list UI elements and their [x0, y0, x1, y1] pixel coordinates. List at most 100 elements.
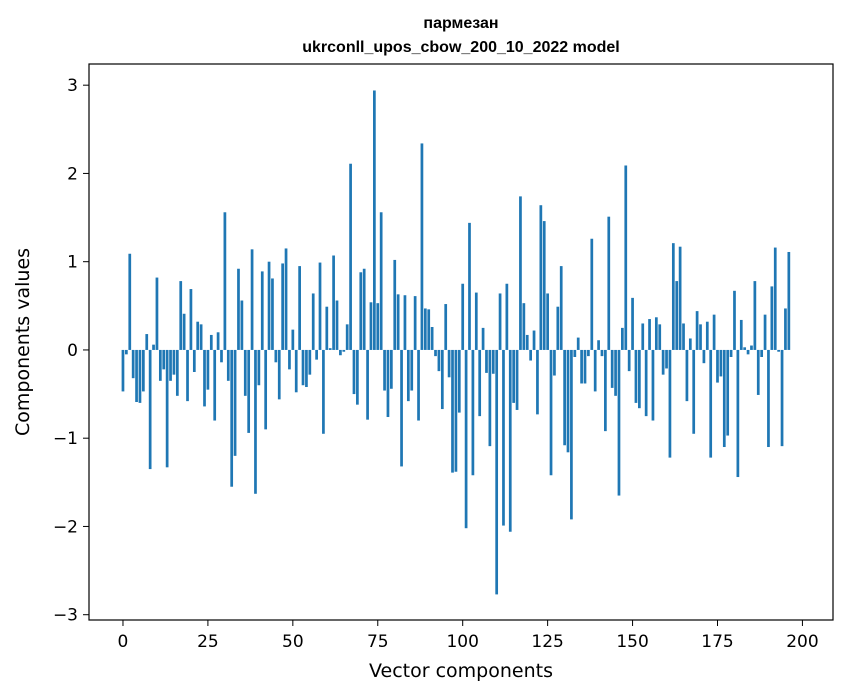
- bar-32: [230, 349, 234, 487]
- bar-103: [471, 349, 475, 476]
- x-axis-ticks: 0 25 50 75 100 125 150 175 200: [118, 620, 819, 652]
- bar-147: [621, 327, 624, 350]
- bar-55: [308, 349, 312, 375]
- bar-71: [362, 268, 366, 350]
- bar-128: [556, 306, 560, 350]
- bar-1: [125, 349, 128, 355]
- bar-135: [580, 349, 583, 384]
- bar-146: [617, 349, 621, 496]
- bar-36: [243, 349, 247, 396]
- bar-140: [597, 340, 600, 350]
- x-tick-label: 75: [367, 632, 389, 652]
- chart-subtitle: ukrconll_upos_cbow_200_10_2022 model: [302, 39, 619, 56]
- bar-52: [298, 266, 301, 350]
- bar-181: [736, 349, 740, 478]
- bar-22: [196, 321, 200, 350]
- bar-116: [515, 349, 519, 410]
- bar-185: [750, 345, 753, 350]
- bar-23: [199, 324, 203, 350]
- bar-47: [281, 263, 284, 350]
- bar-177: [722, 349, 726, 448]
- bar-125: [546, 293, 549, 350]
- bar-170: [699, 324, 702, 350]
- bar-163: [675, 281, 679, 350]
- bar-155: [648, 319, 651, 350]
- bar-122: [536, 349, 539, 415]
- bar-91: [430, 327, 434, 350]
- x-tick-label: 50: [282, 632, 304, 652]
- bar-166: [685, 349, 689, 402]
- bar-86: [413, 296, 417, 350]
- bar-182: [739, 319, 743, 350]
- y-tick-label: 1: [67, 253, 78, 273]
- bar-118: [522, 303, 526, 350]
- bar-80: [393, 259, 397, 350]
- bar-76: [379, 212, 383, 350]
- y-axis-ticks: −3 −2 −1 0 1 2 3: [53, 76, 89, 626]
- bar-63: [335, 300, 339, 350]
- bar-113: [505, 283, 509, 350]
- x-tick-label: 0: [118, 632, 129, 652]
- bar-69: [356, 349, 359, 405]
- bar-126: [549, 349, 553, 476]
- bar-37: [247, 349, 251, 433]
- bar-25: [206, 349, 210, 390]
- bar-67: [349, 163, 352, 350]
- bar-89: [423, 308, 427, 350]
- y-tick-label: 0: [67, 341, 78, 361]
- bar-109: [491, 349, 495, 374]
- bar-68: [352, 349, 356, 395]
- bar-2: [128, 253, 132, 350]
- bar-114: [508, 349, 512, 532]
- bar-11: [158, 349, 162, 381]
- chart-title: пармезан: [423, 15, 498, 32]
- bar-88: [420, 143, 424, 350]
- bar-44: [271, 278, 274, 350]
- bar-30: [223, 212, 227, 350]
- bar-108: [488, 349, 492, 447]
- bar-187: [756, 349, 760, 395]
- bar-131: [566, 349, 570, 453]
- bar-50: [291, 329, 295, 350]
- bar-112: [502, 349, 505, 526]
- bar-33: [233, 349, 237, 456]
- bar-74: [373, 90, 376, 350]
- bar-13: [165, 349, 169, 468]
- bar-28: [216, 332, 220, 350]
- bar-173: [709, 349, 713, 458]
- bar-138: [590, 238, 594, 350]
- bar-51: [294, 349, 298, 393]
- bar-195: [784, 308, 787, 350]
- y-tick-label: 2: [67, 164, 78, 184]
- bar-34: [237, 268, 240, 350]
- bar-144: [610, 349, 614, 388]
- bar-171: [702, 349, 706, 364]
- bar-179: [729, 349, 733, 357]
- bar-41: [260, 271, 264, 350]
- bar-139: [593, 349, 597, 392]
- bar-97: [451, 349, 454, 473]
- bar-65: [342, 349, 346, 352]
- bar-117: [519, 196, 522, 350]
- bar-87: [417, 349, 420, 421]
- bar-84: [406, 349, 410, 402]
- bar-180: [733, 290, 736, 350]
- x-tick-label: 100: [446, 632, 478, 652]
- bar-42: [264, 349, 268, 430]
- bar-54: [305, 349, 308, 388]
- bar-53: [301, 349, 305, 386]
- bar-100: [461, 283, 465, 350]
- bar-6: [142, 349, 145, 392]
- bar-178: [726, 349, 730, 436]
- bar-143: [607, 216, 611, 350]
- bar-183: [743, 347, 747, 350]
- bar-101: [464, 349, 468, 529]
- x-tick-label: 200: [786, 632, 818, 652]
- bar-60: [325, 306, 329, 350]
- bar-174: [712, 314, 716, 350]
- bar-111: [498, 293, 502, 350]
- bar-98: [454, 349, 458, 472]
- bar-72: [366, 349, 369, 420]
- bar-130: [563, 349, 566, 446]
